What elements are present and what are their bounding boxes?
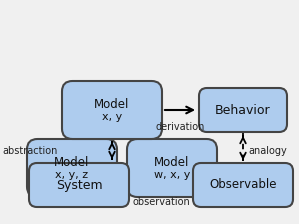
FancyBboxPatch shape	[193, 163, 293, 207]
FancyBboxPatch shape	[199, 88, 287, 132]
Text: Observable: Observable	[209, 179, 277, 192]
FancyBboxPatch shape	[27, 139, 117, 197]
Text: w, x, y: w, x, y	[154, 170, 190, 180]
Text: x, y: x, y	[102, 112, 122, 122]
Text: Model: Model	[54, 155, 90, 168]
Text: observation: observation	[132, 197, 190, 207]
FancyBboxPatch shape	[62, 81, 162, 139]
Text: x, y, z: x, y, z	[55, 170, 89, 180]
Text: Model: Model	[94, 97, 130, 110]
Text: System: System	[56, 179, 102, 192]
Text: Model: Model	[154, 155, 190, 168]
FancyBboxPatch shape	[127, 139, 217, 197]
Text: analogy: analogy	[248, 146, 287, 156]
Text: abstraction: abstraction	[3, 146, 58, 156]
Text: Behavior: Behavior	[215, 103, 271, 116]
Text: derivation: derivation	[155, 122, 205, 132]
FancyBboxPatch shape	[29, 163, 129, 207]
